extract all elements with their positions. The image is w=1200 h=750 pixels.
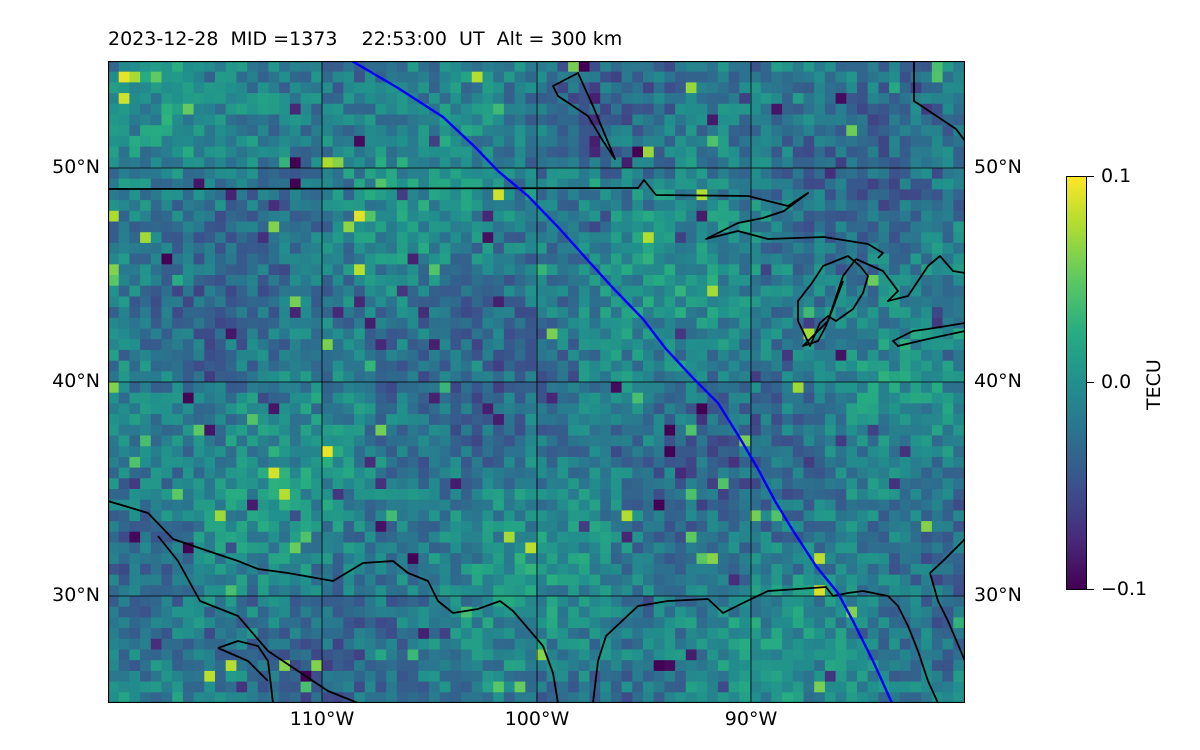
colorbar-label-max: 0.1 bbox=[1101, 165, 1132, 187]
colorbar-label-min: −0.1 bbox=[1101, 578, 1148, 600]
baja-peninsula bbox=[217, 640, 274, 703]
lat-label-50n-right: 50°N bbox=[974, 156, 1022, 178]
lat-label-30n-left: 30°N bbox=[52, 584, 100, 606]
lon-label-90w: 90°W bbox=[724, 708, 778, 730]
tec-map bbox=[108, 61, 965, 703]
florida-peninsula bbox=[929, 538, 965, 662]
title-time: 22:53:00 UT bbox=[361, 28, 485, 50]
lat-label-50n-left: 50°N bbox=[52, 156, 100, 178]
colorbar-tick-top bbox=[1087, 176, 1094, 177]
hudson-coast bbox=[913, 61, 965, 142]
lat-label-40n-left: 40°N bbox=[52, 370, 100, 392]
title-date: 2023-12-28 bbox=[108, 28, 219, 50]
baja-gulf-coast bbox=[157, 535, 359, 703]
colorbar bbox=[1066, 176, 1087, 590]
colorbar-title: TECU bbox=[1143, 359, 1165, 410]
us-mexico-border bbox=[108, 500, 559, 703]
lat-label-30n-right: 30°N bbox=[974, 584, 1022, 606]
lat-label-40n-right: 40°N bbox=[974, 370, 1022, 392]
gulf-coast bbox=[592, 586, 939, 703]
map-svg bbox=[108, 61, 965, 703]
lon-label-100w: 100°W bbox=[504, 708, 570, 730]
coastlines bbox=[108, 61, 965, 703]
colorbar-label-zero: 0.0 bbox=[1101, 371, 1132, 393]
lake-erie bbox=[892, 322, 965, 347]
colorbar-tick-mid bbox=[1087, 382, 1094, 383]
lake-michigan bbox=[797, 255, 869, 347]
lon-label-110w: 110°W bbox=[289, 708, 355, 730]
lake-nipigon-coast bbox=[552, 72, 616, 160]
title-mid: MID =1373 bbox=[230, 28, 338, 50]
plot-title: 2023-12-28 MID =1373 22:53:00 UT Alt = 3… bbox=[108, 28, 622, 50]
title-alt: Alt = 300 km bbox=[496, 28, 623, 50]
gridlines bbox=[108, 61, 965, 703]
colorbar-tick-bottom bbox=[1087, 589, 1094, 590]
map-border bbox=[108, 61, 965, 703]
great-lakes-east bbox=[802, 255, 965, 347]
satellite-track bbox=[351, 61, 894, 703]
us-canada-border bbox=[108, 179, 884, 259]
